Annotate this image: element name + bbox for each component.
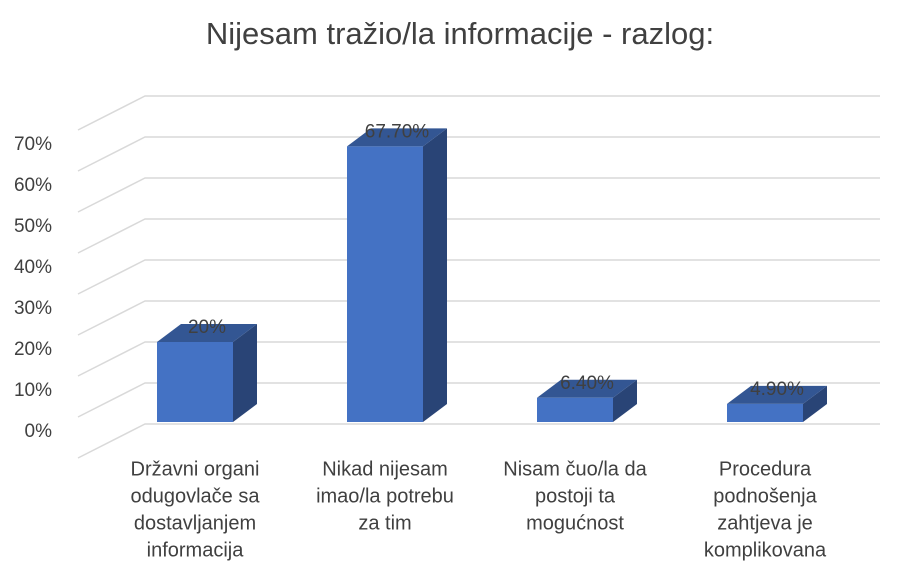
grid-line (77, 136, 880, 172)
bar (157, 342, 233, 422)
x-tick-label: Procedura (719, 458, 812, 480)
y-tick-label: 30% (14, 298, 52, 319)
y-tick-label: 0% (25, 421, 53, 442)
data-label: 6.40% (560, 373, 614, 394)
bar-side (613, 379, 637, 422)
y-tick-label: 70% (14, 134, 52, 155)
bar-top (727, 385, 827, 404)
y-tick-label: 20% (14, 339, 52, 360)
x-tick-label: dostavljanjem (134, 512, 256, 534)
bar (347, 146, 423, 422)
x-tick-label: zahtjeva je (717, 512, 813, 534)
grid-line (77, 300, 880, 336)
y-tick-label: 50% (14, 216, 52, 237)
bar (537, 397, 613, 422)
chart-title: Nijesam tražio/la informacije - razlog: (206, 16, 714, 51)
x-tick-label: mogućnost (526, 512, 624, 534)
x-tick-label: odugovlače sa (131, 485, 261, 507)
x-tick-label: Nikad nijesam (322, 458, 448, 480)
bar-side (423, 128, 447, 422)
x-tick-label: komplikovana (704, 539, 827, 561)
x-tick-label: Nisam čuo/la da (503, 458, 647, 480)
y-tick-label: 10% (14, 380, 52, 401)
y-tick-label: 60% (14, 175, 52, 196)
grid-line (77, 423, 880, 459)
data-label: 67.70% (365, 121, 430, 142)
grid-line (77, 95, 880, 131)
x-tick-label: informacija (147, 539, 245, 561)
bar-top (157, 324, 257, 342)
grid-line (77, 259, 880, 295)
data-label: 4.90% (750, 379, 804, 400)
x-tick-label: za tim (358, 512, 411, 534)
bar-top (537, 379, 637, 398)
grid-line (77, 177, 880, 213)
bar-side (233, 324, 257, 422)
x-tick-label: imao/la potrebu (316, 485, 454, 507)
x-tick-label: podnošenja (713, 485, 817, 507)
grid-line (77, 218, 880, 254)
x-tick-label: postoji ta (535, 485, 616, 507)
bar-top (347, 128, 447, 147)
y-tick-label: 40% (14, 257, 52, 278)
bar (727, 403, 803, 422)
data-label: 20% (188, 317, 226, 338)
grid-line (77, 341, 880, 377)
x-tick-label: Državni organi (131, 458, 260, 480)
bar-side (803, 385, 827, 422)
